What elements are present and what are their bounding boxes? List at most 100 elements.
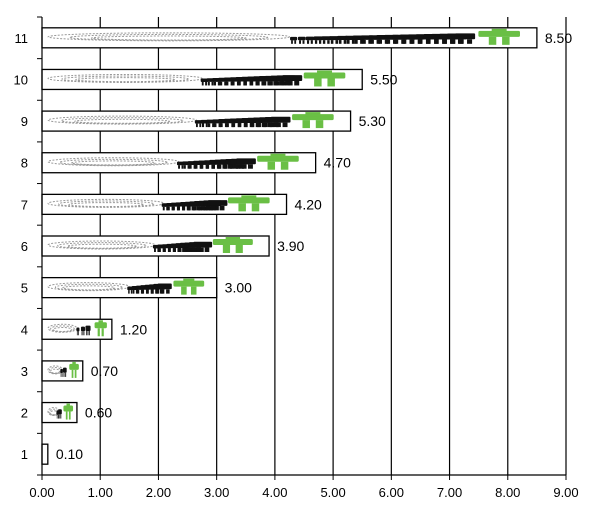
person-leg bbox=[88, 330, 90, 336]
person-leg bbox=[205, 123, 208, 128]
person-leg bbox=[467, 39, 473, 44]
highlighted-person-icon bbox=[228, 197, 270, 204]
highlighted-person-leg bbox=[314, 78, 322, 87]
person-leg bbox=[86, 330, 88, 336]
crowd-swirl bbox=[50, 368, 61, 374]
person-leg bbox=[60, 414, 62, 419]
person-leg bbox=[178, 165, 180, 169]
highlighted-person-leg bbox=[101, 328, 104, 337]
person-leg bbox=[217, 81, 221, 86]
person-leg bbox=[255, 122, 260, 128]
person-leg bbox=[249, 81, 254, 86]
person-leg bbox=[225, 81, 229, 86]
person-leg bbox=[267, 81, 272, 86]
person-leg bbox=[249, 122, 254, 128]
highlighted-person-head bbox=[491, 28, 507, 33]
person-leg bbox=[65, 372, 67, 377]
person-icon bbox=[321, 36, 332, 41]
person-leg bbox=[166, 289, 170, 294]
person-leg bbox=[231, 123, 236, 128]
person-icon bbox=[297, 36, 306, 41]
bar-group bbox=[41, 360, 84, 382]
person-leg bbox=[457, 39, 464, 44]
person-leg bbox=[442, 39, 447, 44]
highlighted-person-leg bbox=[302, 120, 310, 129]
person-leg bbox=[187, 165, 190, 169]
crowd-of-people-icon bbox=[47, 403, 74, 420]
person-leg bbox=[157, 248, 160, 252]
value-label: 4.20 bbox=[295, 196, 322, 212]
person-icon bbox=[236, 158, 256, 165]
person-leg bbox=[335, 40, 339, 44]
highlighted-person-head bbox=[183, 278, 195, 283]
bar-group bbox=[41, 110, 352, 132]
crowd-of-people-icon bbox=[47, 112, 334, 129]
crowd-of-people-icon bbox=[47, 320, 107, 337]
highlighted-person-leg bbox=[267, 161, 276, 170]
person-leg bbox=[199, 247, 204, 252]
bar-group bbox=[41, 68, 363, 91]
person-leg bbox=[213, 81, 217, 86]
person-leg bbox=[294, 40, 297, 44]
bar-group bbox=[41, 193, 288, 216]
person-leg bbox=[172, 248, 176, 252]
person-leg bbox=[285, 80, 291, 86]
crowd-of-people-icon bbox=[47, 70, 346, 87]
person-leg bbox=[201, 81, 204, 86]
crowd-swirl bbox=[54, 283, 123, 291]
highlighted-person-leg bbox=[280, 161, 289, 170]
y-tick-label: 4 bbox=[21, 322, 28, 337]
person-leg bbox=[186, 206, 191, 211]
person-leg bbox=[233, 164, 239, 169]
person-leg bbox=[181, 165, 184, 169]
person-leg bbox=[177, 247, 181, 252]
person-leg bbox=[261, 81, 266, 86]
crowd-of-people-icon bbox=[47, 28, 520, 45]
person-leg bbox=[155, 289, 159, 294]
person-leg bbox=[318, 40, 322, 44]
person-leg bbox=[219, 205, 225, 211]
person-icon bbox=[329, 36, 340, 41]
highlighted-person-leg bbox=[181, 286, 187, 295]
x-tick-label: 3.00 bbox=[204, 485, 229, 500]
x-tick-labels: 0.00 1.00 2.00 3.00 4.00 5.00 6.00 7.00 8.00 9.00 bbox=[29, 485, 578, 500]
person-leg bbox=[181, 206, 186, 211]
highlighted-person-icon bbox=[94, 322, 107, 329]
value-label: 8.50 bbox=[545, 30, 572, 46]
person-leg bbox=[172, 206, 175, 211]
y-tick-label: 7 bbox=[21, 197, 28, 212]
value-label: 0.60 bbox=[85, 405, 112, 421]
person-leg bbox=[201, 123, 205, 128]
value-label: 4.70 bbox=[324, 155, 351, 171]
crowd-of-people-icon bbox=[47, 195, 270, 212]
person-leg bbox=[243, 122, 248, 128]
person-leg bbox=[194, 164, 198, 169]
highlighted-person-leg bbox=[238, 203, 246, 212]
person-leg bbox=[196, 206, 201, 211]
highlighted-person-leg bbox=[251, 203, 260, 212]
highlighted-person-leg bbox=[315, 120, 324, 129]
value-label: 3.90 bbox=[277, 238, 304, 254]
person-leg bbox=[237, 81, 241, 86]
person-leg bbox=[162, 206, 165, 211]
person-leg bbox=[243, 81, 247, 86]
person-leg bbox=[60, 373, 62, 377]
x-tick-label: 4.00 bbox=[262, 485, 287, 500]
x-tick-label: 9.00 bbox=[553, 485, 578, 500]
y-tick-label: 2 bbox=[21, 406, 28, 421]
value-labels: 0.10 0.60 0.70 1.20 3.00 3.90 4.20 4.70 5.30 5.50… bbox=[56, 30, 573, 462]
person-icon bbox=[157, 283, 172, 290]
person-leg bbox=[247, 164, 253, 169]
person-leg bbox=[273, 81, 278, 86]
person-leg bbox=[207, 81, 210, 86]
person-icon bbox=[60, 368, 63, 374]
person-leg bbox=[199, 123, 202, 128]
crowd-swirl bbox=[60, 117, 184, 125]
bar-group bbox=[41, 276, 218, 299]
person-leg bbox=[237, 123, 242, 128]
person-leg bbox=[346, 39, 350, 44]
person-icon bbox=[62, 367, 67, 373]
highlighted-person-icon bbox=[478, 30, 520, 37]
person-leg bbox=[239, 164, 245, 169]
crowd-of-people-icon bbox=[47, 153, 299, 170]
